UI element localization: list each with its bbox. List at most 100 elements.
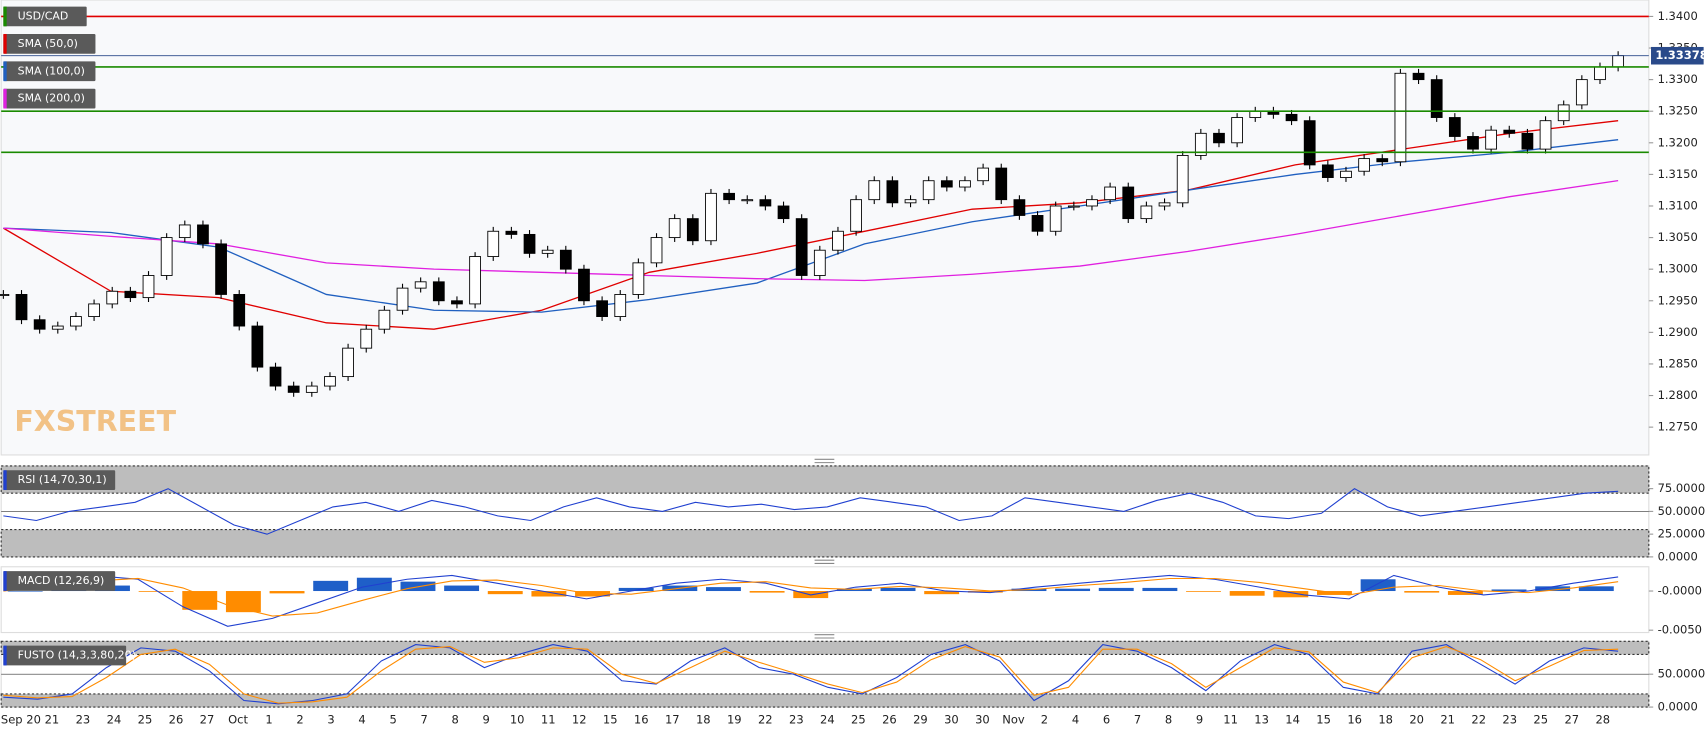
macd-histogram-bar (1404, 591, 1440, 593)
candle (305, 385, 318, 393)
legend-box (3, 6, 87, 27)
legend-swatch (3, 88, 7, 109)
sma-line (3, 139, 1619, 313)
macd-histogram-bar (967, 591, 1003, 593)
y-tick-label: 1.3050 (1658, 230, 1698, 244)
macd-histogram-bar (1098, 587, 1134, 592)
macd-histogram-bar (182, 591, 218, 610)
candle (705, 192, 717, 242)
candle (1249, 110, 1262, 118)
macd-histogram-bar (1535, 586, 1571, 592)
candle (904, 199, 917, 204)
candle (886, 180, 899, 204)
price-pane (0, 0, 1650, 456)
x-tick-label: 28 (1595, 713, 1610, 727)
macd-histogram-bar (269, 591, 305, 594)
candle (1485, 129, 1498, 150)
macd-histogram-bar (706, 587, 741, 592)
x-tick-label: 16 (1347, 713, 1362, 727)
candle (414, 281, 427, 289)
candle (505, 230, 518, 235)
macd-histogram-bar (880, 587, 916, 592)
x-tick-label: 9 (482, 713, 489, 727)
candle (559, 249, 572, 270)
x-tick-label: 23 (1502, 713, 1517, 727)
legend-label: SMA (200,0) (18, 92, 85, 105)
y-tick-label: -0.0050 (1658, 623, 1702, 637)
candle (777, 205, 790, 220)
legend-label: MACD (12,26,9) (18, 574, 105, 587)
macd-histogram-bar (1055, 588, 1091, 592)
indicator-line (3, 645, 1619, 704)
x-tick-label: 11 (1223, 713, 1238, 727)
x-tick-label: 27 (1564, 713, 1579, 727)
candle (360, 328, 373, 349)
y-tick-label: 1.3100 (1658, 198, 1698, 212)
x-tick-label: 21 (1440, 713, 1455, 727)
candle (251, 325, 264, 368)
candle (1013, 199, 1026, 216)
x-tick-label: 7 (420, 713, 427, 727)
candle (995, 167, 1008, 201)
candle (1321, 164, 1334, 178)
x-tick-label: 16 (634, 713, 649, 727)
indicator-line (3, 577, 1619, 617)
candle (632, 262, 645, 295)
candle (1557, 104, 1570, 122)
macd-histogram-bar (1273, 591, 1309, 598)
legend-label: FUSTO (14,3,3,80,20) (18, 649, 136, 662)
macd-histogram-bar (487, 591, 523, 595)
candle (124, 290, 137, 299)
x-tick-label: 15 (1316, 713, 1331, 727)
candle (342, 347, 354, 378)
candle (1213, 132, 1225, 144)
candle (1340, 170, 1352, 178)
x-tick-label: 4 (358, 713, 365, 727)
legend-label: SMA (50,0) (18, 37, 78, 50)
candle (378, 309, 391, 330)
candle (1285, 113, 1298, 122)
y-tick-label: 1.3000 (1658, 262, 1698, 276)
candle (51, 325, 64, 330)
x-tick-label: 13 (1254, 713, 1269, 727)
candle (1376, 158, 1389, 163)
candle (178, 224, 191, 239)
candle (1539, 120, 1552, 150)
x-tick-label: Oct (228, 713, 248, 727)
y-tick-label: 50.0000 (1658, 667, 1706, 681)
x-tick-label: 5 (389, 713, 396, 727)
x-tick-label: 25 (138, 713, 153, 727)
candle (650, 237, 663, 264)
candle (686, 218, 699, 242)
last-price-tag (1651, 46, 1704, 65)
macd-histogram-bar (313, 580, 349, 592)
candle (578, 268, 590, 302)
legend-swatch (3, 33, 7, 54)
macd-histogram-bar (1491, 589, 1527, 592)
candle (1158, 202, 1171, 207)
candle (1122, 186, 1135, 220)
candle (1104, 186, 1116, 201)
candle (596, 300, 608, 318)
legend-box (3, 470, 116, 491)
candle (1594, 66, 1606, 81)
candle (1503, 129, 1516, 134)
x-tick-label: 25 (851, 713, 866, 727)
candle (940, 180, 953, 188)
legend-swatch (3, 645, 7, 666)
x-tick-label: 8 (451, 713, 458, 727)
macd-histogram-bar (7, 591, 43, 592)
candle (1430, 79, 1443, 118)
legend-swatch (3, 571, 7, 591)
legend-box (3, 645, 127, 666)
macd-histogram-bar (924, 591, 960, 595)
candle (523, 233, 536, 254)
candle (813, 249, 826, 276)
x-tick-label: 21 (45, 713, 60, 727)
x-tick-label: 26 (169, 713, 184, 727)
x-tick-label: 1 (265, 713, 272, 727)
candle (868, 180, 881, 201)
candle (233, 294, 246, 327)
y-tick-label: 1.2750 (1658, 420, 1698, 434)
x-tick-label: 4 (1072, 713, 1079, 727)
